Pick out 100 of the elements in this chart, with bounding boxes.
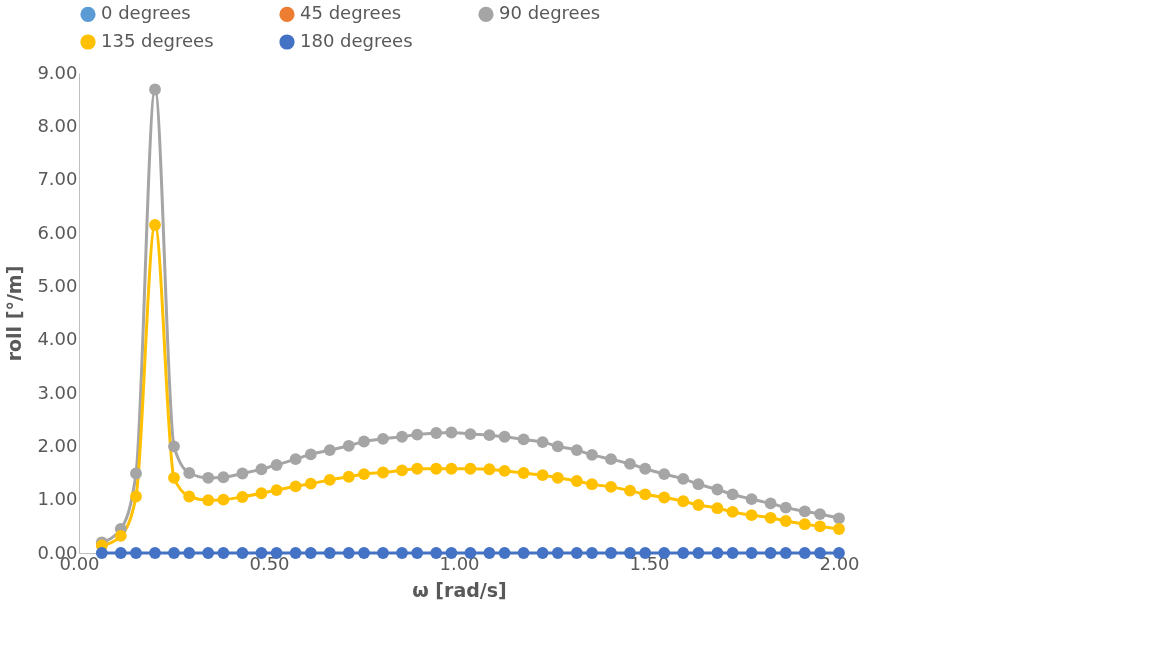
y-tick-label: 1.00 bbox=[37, 488, 78, 510]
point bbox=[677, 495, 690, 508]
point bbox=[677, 547, 690, 559]
point bbox=[411, 547, 424, 559]
point bbox=[745, 509, 758, 522]
point bbox=[517, 433, 530, 446]
point bbox=[377, 547, 389, 559]
point bbox=[814, 508, 826, 520]
point bbox=[692, 478, 705, 491]
point bbox=[464, 462, 477, 475]
point bbox=[624, 484, 636, 497]
point bbox=[255, 463, 268, 476]
point bbox=[658, 468, 671, 480]
point bbox=[430, 427, 443, 439]
point bbox=[342, 439, 355, 452]
point bbox=[570, 547, 583, 559]
point bbox=[183, 547, 196, 559]
y-tick-label: 9.00 bbox=[37, 61, 78, 83]
point bbox=[814, 520, 826, 533]
point bbox=[551, 440, 564, 453]
point bbox=[217, 547, 230, 559]
point bbox=[536, 469, 549, 482]
point bbox=[411, 462, 424, 475]
point bbox=[411, 428, 424, 441]
point bbox=[798, 547, 811, 559]
point bbox=[445, 462, 458, 475]
point bbox=[677, 472, 690, 485]
x-tick-label: 1.50 bbox=[629, 552, 670, 574]
point bbox=[168, 440, 180, 453]
point bbox=[745, 493, 758, 506]
point bbox=[551, 547, 564, 559]
point bbox=[217, 471, 230, 484]
point bbox=[586, 547, 598, 559]
point bbox=[304, 477, 317, 490]
point bbox=[483, 429, 496, 442]
point bbox=[764, 511, 777, 524]
y-axis-title: roll [°/m] bbox=[3, 265, 26, 362]
point bbox=[342, 470, 355, 483]
point bbox=[586, 448, 598, 461]
point bbox=[430, 462, 443, 475]
point bbox=[255, 487, 268, 500]
point bbox=[149, 83, 161, 96]
point bbox=[130, 467, 142, 480]
point bbox=[624, 547, 636, 559]
point bbox=[323, 444, 336, 456]
x-tick-label: 2.00 bbox=[819, 552, 860, 574]
point bbox=[183, 467, 196, 479]
point bbox=[445, 426, 458, 439]
point bbox=[358, 468, 370, 480]
point bbox=[711, 483, 724, 496]
point bbox=[377, 466, 389, 479]
point bbox=[95, 547, 108, 559]
point bbox=[551, 471, 564, 484]
y-tick-label: 3.00 bbox=[37, 381, 78, 403]
point bbox=[304, 448, 317, 461]
point bbox=[114, 547, 127, 559]
point bbox=[779, 515, 792, 527]
legend-label: 135 degrees bbox=[101, 30, 214, 51]
point bbox=[764, 547, 777, 559]
y-tick-label: 8.00 bbox=[37, 114, 78, 136]
point bbox=[289, 453, 302, 466]
point bbox=[692, 547, 705, 559]
point bbox=[726, 506, 739, 518]
point bbox=[396, 547, 408, 559]
point bbox=[726, 547, 739, 559]
point bbox=[289, 547, 302, 559]
point bbox=[323, 547, 336, 559]
point bbox=[833, 523, 845, 535]
point bbox=[570, 444, 583, 456]
point bbox=[202, 494, 215, 507]
point bbox=[396, 464, 408, 477]
point bbox=[814, 547, 826, 559]
point bbox=[323, 474, 336, 486]
point bbox=[149, 547, 161, 559]
point bbox=[202, 547, 215, 559]
point bbox=[483, 463, 496, 476]
point bbox=[236, 467, 249, 480]
point bbox=[270, 459, 283, 471]
point bbox=[586, 478, 598, 491]
point bbox=[236, 547, 249, 559]
point bbox=[639, 488, 652, 501]
point bbox=[483, 547, 496, 559]
legend-label: 0 degrees bbox=[101, 2, 191, 24]
point bbox=[342, 547, 355, 559]
point bbox=[217, 493, 230, 506]
y-tick-label: 6.00 bbox=[37, 221, 78, 243]
point bbox=[358, 435, 370, 448]
point bbox=[377, 432, 389, 445]
point bbox=[764, 497, 777, 510]
point bbox=[270, 484, 283, 496]
point bbox=[498, 547, 511, 559]
point bbox=[183, 490, 196, 503]
point bbox=[536, 547, 549, 559]
point bbox=[498, 464, 511, 477]
x-tick-label: 1.00 bbox=[439, 552, 480, 574]
point bbox=[304, 547, 317, 559]
point bbox=[605, 547, 617, 559]
point bbox=[798, 518, 811, 531]
point bbox=[536, 436, 549, 448]
point bbox=[779, 501, 792, 514]
